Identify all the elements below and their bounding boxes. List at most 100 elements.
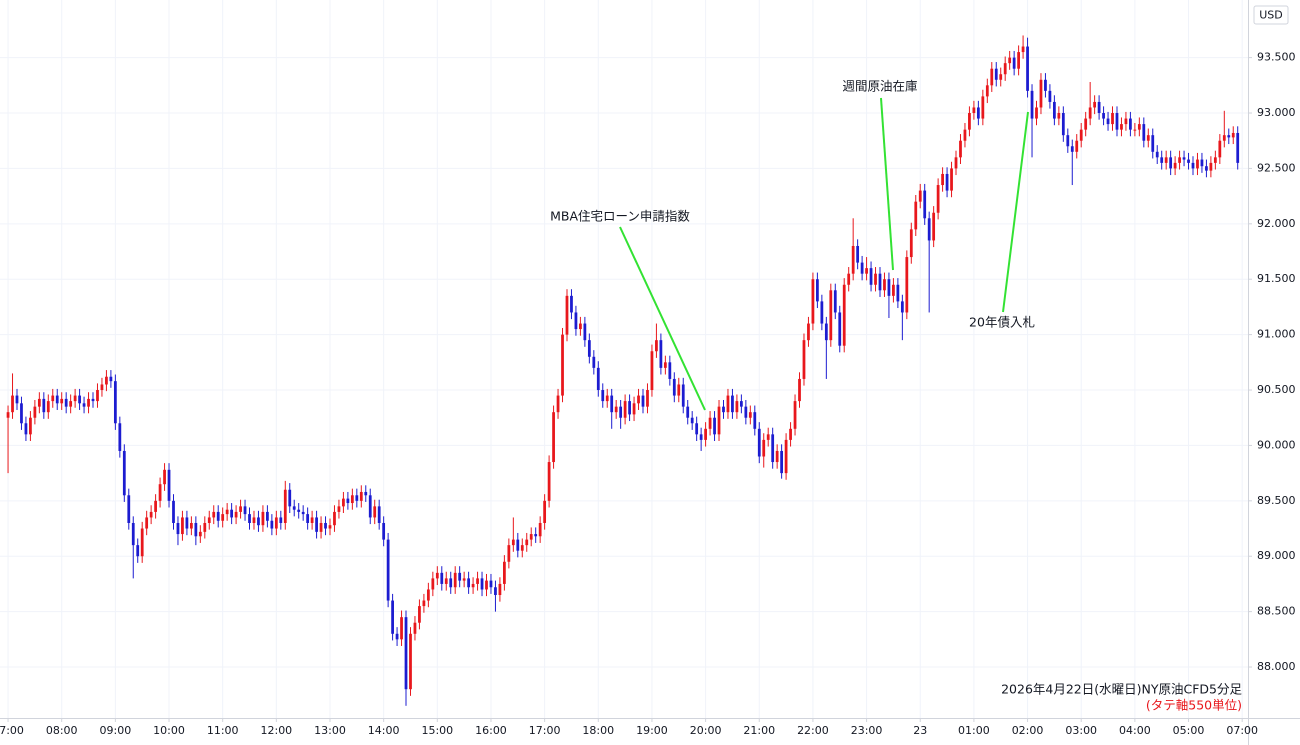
candle-body — [838, 312, 842, 346]
candle-body — [288, 489, 292, 507]
candle-body — [1003, 63, 1007, 75]
candle-body — [1178, 157, 1181, 163]
candle-body — [856, 245, 860, 263]
x-tick-label: 23 — [913, 724, 927, 737]
candle-body — [869, 268, 873, 285]
candle-body — [708, 417, 712, 429]
candle-body — [64, 398, 68, 407]
candle-body — [122, 450, 126, 496]
annotation-leader — [619, 226, 706, 411]
candle-body — [1026, 46, 1029, 91]
candle-body — [525, 539, 529, 546]
candle-body — [364, 491, 368, 496]
candle-body — [105, 376, 108, 385]
candle-body — [610, 395, 614, 413]
x-tick-label: 07:00 — [0, 724, 24, 737]
candle-body — [905, 257, 909, 313]
candle-body — [87, 398, 90, 407]
candle-body — [266, 511, 269, 521]
candle-body — [1066, 135, 1070, 147]
annotation: 20年債入札 — [969, 315, 1035, 330]
candle-body — [762, 439, 766, 457]
candle-body — [833, 290, 837, 313]
candle-body — [1227, 135, 1231, 138]
candle-body — [96, 390, 99, 402]
candle-body — [909, 229, 913, 258]
candle-body — [435, 572, 439, 579]
candle-body — [570, 295, 573, 313]
candle-body — [994, 68, 998, 80]
candle-body — [261, 511, 265, 526]
candle-body — [400, 617, 403, 640]
x-tick-label: 08:00 — [46, 724, 78, 737]
candle-body — [230, 509, 234, 518]
candle-body — [172, 500, 175, 523]
candle-body — [136, 545, 140, 557]
candle-body — [373, 506, 377, 518]
candle-body — [203, 522, 207, 532]
candle-body — [257, 517, 260, 526]
candle-body — [632, 403, 636, 415]
candle-body — [270, 520, 274, 529]
candle-body — [1137, 124, 1141, 130]
candle-body — [11, 395, 14, 413]
candle-body — [534, 534, 538, 537]
x-tick-label: 21:00 — [743, 724, 775, 737]
annotation-leader — [1002, 111, 1029, 313]
y-tick-label: 88.000 — [1257, 660, 1296, 673]
candle-body — [516, 539, 520, 551]
candle-body — [677, 384, 681, 396]
candle-body — [221, 514, 225, 521]
candle-body — [1084, 118, 1088, 130]
candle-body — [659, 340, 663, 368]
candle-body — [248, 514, 251, 523]
candle-body — [409, 633, 412, 690]
candle-body — [646, 390, 649, 407]
candle-body — [1097, 101, 1101, 114]
candle-body — [565, 295, 569, 335]
candle-body — [453, 572, 457, 588]
candle-body — [489, 580, 493, 588]
candle-body — [936, 185, 940, 213]
y-tick-label: 88.500 — [1257, 605, 1296, 618]
candle-body — [1164, 157, 1168, 163]
candle-body — [355, 495, 359, 501]
candle-body — [842, 284, 846, 346]
candle-body — [1209, 162, 1213, 171]
candle-body — [297, 509, 301, 512]
candle-body — [234, 511, 238, 518]
candle-body — [1052, 101, 1056, 119]
candle-body — [118, 423, 122, 451]
candle-body — [650, 351, 654, 391]
candle-body — [471, 583, 475, 588]
x-tick-label: 11:00 — [207, 724, 239, 737]
candle-body — [1039, 79, 1043, 108]
candle-body — [462, 578, 466, 581]
y-tick-label: 90.000 — [1257, 438, 1296, 451]
x-tick-label: 10:00 — [153, 724, 185, 737]
candles — [6, 35, 1240, 706]
candle-body — [690, 417, 694, 424]
candle-body — [865, 268, 868, 274]
candle-body — [212, 511, 216, 518]
candle-body — [1075, 140, 1079, 152]
x-tick-label: 09:00 — [100, 724, 132, 737]
candle-body — [113, 381, 117, 424]
candle-body — [896, 284, 900, 302]
y-tick-label: 92.500 — [1257, 161, 1296, 174]
candle-body — [807, 323, 810, 341]
candle-body — [793, 401, 797, 429]
candle-body — [1133, 129, 1137, 131]
candle-body — [1182, 157, 1186, 160]
candle-body — [802, 340, 806, 379]
candle-body — [954, 157, 958, 169]
candle-body — [1093, 101, 1097, 108]
candle-body — [1205, 166, 1208, 171]
candle-body — [1173, 162, 1177, 169]
candle-body — [735, 401, 739, 413]
candle-body — [100, 384, 104, 391]
candle-body — [176, 522, 180, 535]
